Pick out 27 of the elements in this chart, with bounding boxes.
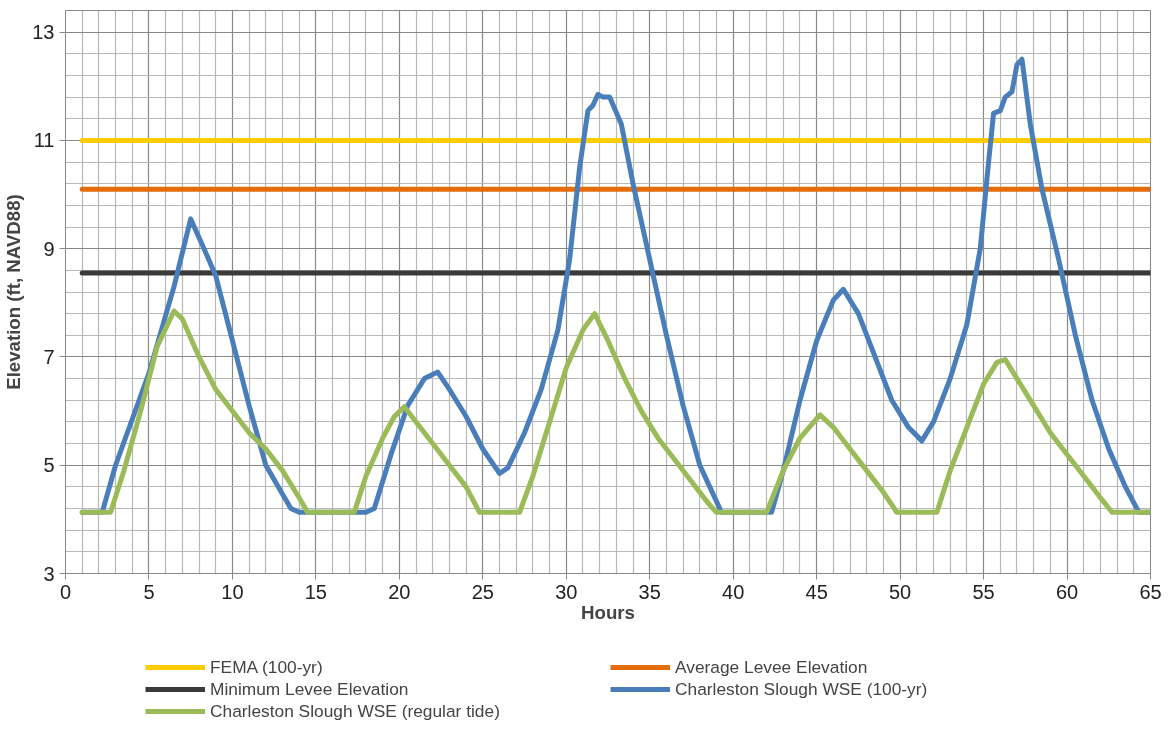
x-tick-label: 40 — [722, 580, 745, 603]
x-tick-label: 45 — [805, 580, 828, 603]
x-tick-label: 35 — [638, 580, 661, 603]
legend-label: Minimum Levee Elevation — [210, 678, 410, 700]
legend-label: Average Levee Elevation — [675, 656, 869, 678]
x-tick-label: 60 — [1055, 580, 1079, 603]
x-tick-label: 55 — [972, 580, 995, 603]
x-tick-label: 20 — [388, 580, 411, 603]
y-tick-label: 11 — [33, 129, 55, 152]
x-tick-label: 65 — [1139, 580, 1162, 603]
x-tick-label: 0 — [59, 580, 72, 603]
y-tick-label: 13 — [32, 21, 55, 44]
y-tick-label: 3 — [43, 562, 55, 585]
x-tick-label: 10 — [221, 580, 244, 603]
legend-label: Charleston Slough WSE (regular tide) — [210, 700, 501, 722]
x-tick-label: 25 — [471, 580, 494, 603]
y-tick-label: 9 — [43, 237, 55, 260]
x-axis-title: Hours — [581, 601, 635, 623]
x-tick-label: 5 — [143, 580, 155, 603]
legend-label: FEMA (100-yr) — [210, 656, 324, 678]
legend-label: Charleston Slough WSE (100-yr) — [675, 678, 929, 700]
y-tick-label: 7 — [43, 345, 55, 368]
x-tick-label: 15 — [304, 580, 328, 603]
y-tick-label: 5 — [43, 454, 55, 477]
x-tick-label: 50 — [888, 580, 912, 603]
x-tick-label: 30 — [555, 580, 578, 603]
y-axis-title: Elevation (ft, NAVD88) — [3, 194, 25, 390]
